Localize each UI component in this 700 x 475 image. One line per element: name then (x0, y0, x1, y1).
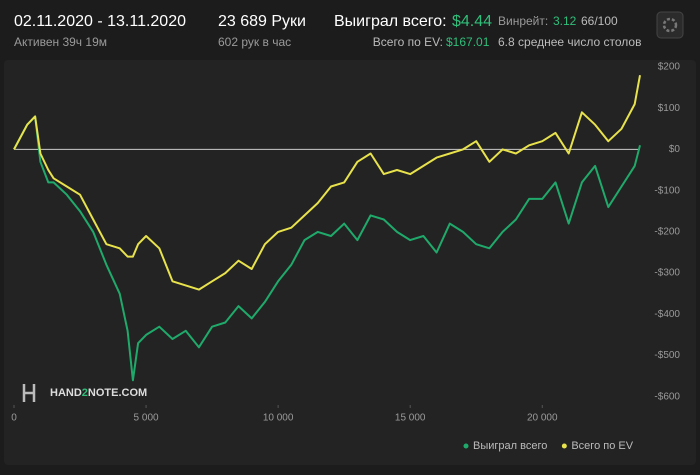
legend-marker (463, 443, 469, 449)
won-value: $4.44 (452, 13, 492, 30)
watermark-text: HAND2NOTE.COM (50, 387, 147, 399)
plot: $200 $100 $0 -$100 -$200 -$300 -$400 -$500 -$600… (11, 62, 680, 452)
y-tick-label: -$400 (654, 309, 680, 320)
x-tick-label: 5 000 (134, 413, 159, 424)
winrate-value: 3.12 (553, 14, 577, 28)
wm-part3: NOTE.COM (88, 387, 147, 399)
winrate-unit: 66/100 (581, 14, 618, 28)
y-tick-label: -$500 (654, 350, 680, 361)
x-tick-label: 10 000 (263, 413, 294, 424)
y-tick-label: -$100 (654, 185, 680, 196)
ev-label: Всего по EV: (373, 35, 443, 49)
logo-icon (22, 384, 36, 402)
y-tick-label: $100 (658, 103, 681, 114)
x-tick-label: 20 000 (527, 413, 558, 424)
y-tick-label: -$300 (654, 268, 680, 279)
ev-value: $167.01 (446, 35, 490, 49)
legend-label: Выиграл всего (473, 440, 547, 452)
series-line (13, 115, 641, 382)
active-time: Активен 39ч 19м (14, 35, 107, 49)
settings-button[interactable] (656, 11, 684, 39)
legend-marker (561, 443, 567, 449)
y-tick-label: $0 (669, 144, 681, 155)
tables: 6.8 среднее число столов (498, 35, 641, 49)
date-range: 02.11.2020 - 13.11.2020 (14, 13, 186, 30)
wm-part1: HAND (50, 387, 82, 399)
hands: 23 689 Руки (218, 13, 306, 30)
winrate-label: Винрейт: (498, 14, 548, 28)
gear-icon (662, 17, 678, 33)
wm-part2: 2 (82, 387, 88, 399)
y-tick-label: $200 (658, 62, 681, 73)
chart-panel (4, 60, 696, 465)
watermark: HAND2NOTE.COM (22, 384, 147, 402)
x-tick-label: 15 000 (395, 413, 426, 424)
legend-label: Всего по EV (571, 440, 633, 452)
series-line (13, 75, 641, 291)
won-label: Выиграл всего: (334, 13, 447, 30)
x-tick-label: 0 (11, 413, 17, 424)
y-tick-label: -$600 (654, 391, 680, 402)
y-tick-label: -$200 (654, 226, 680, 237)
hands-per-hour: 602 рук в час (218, 35, 291, 49)
